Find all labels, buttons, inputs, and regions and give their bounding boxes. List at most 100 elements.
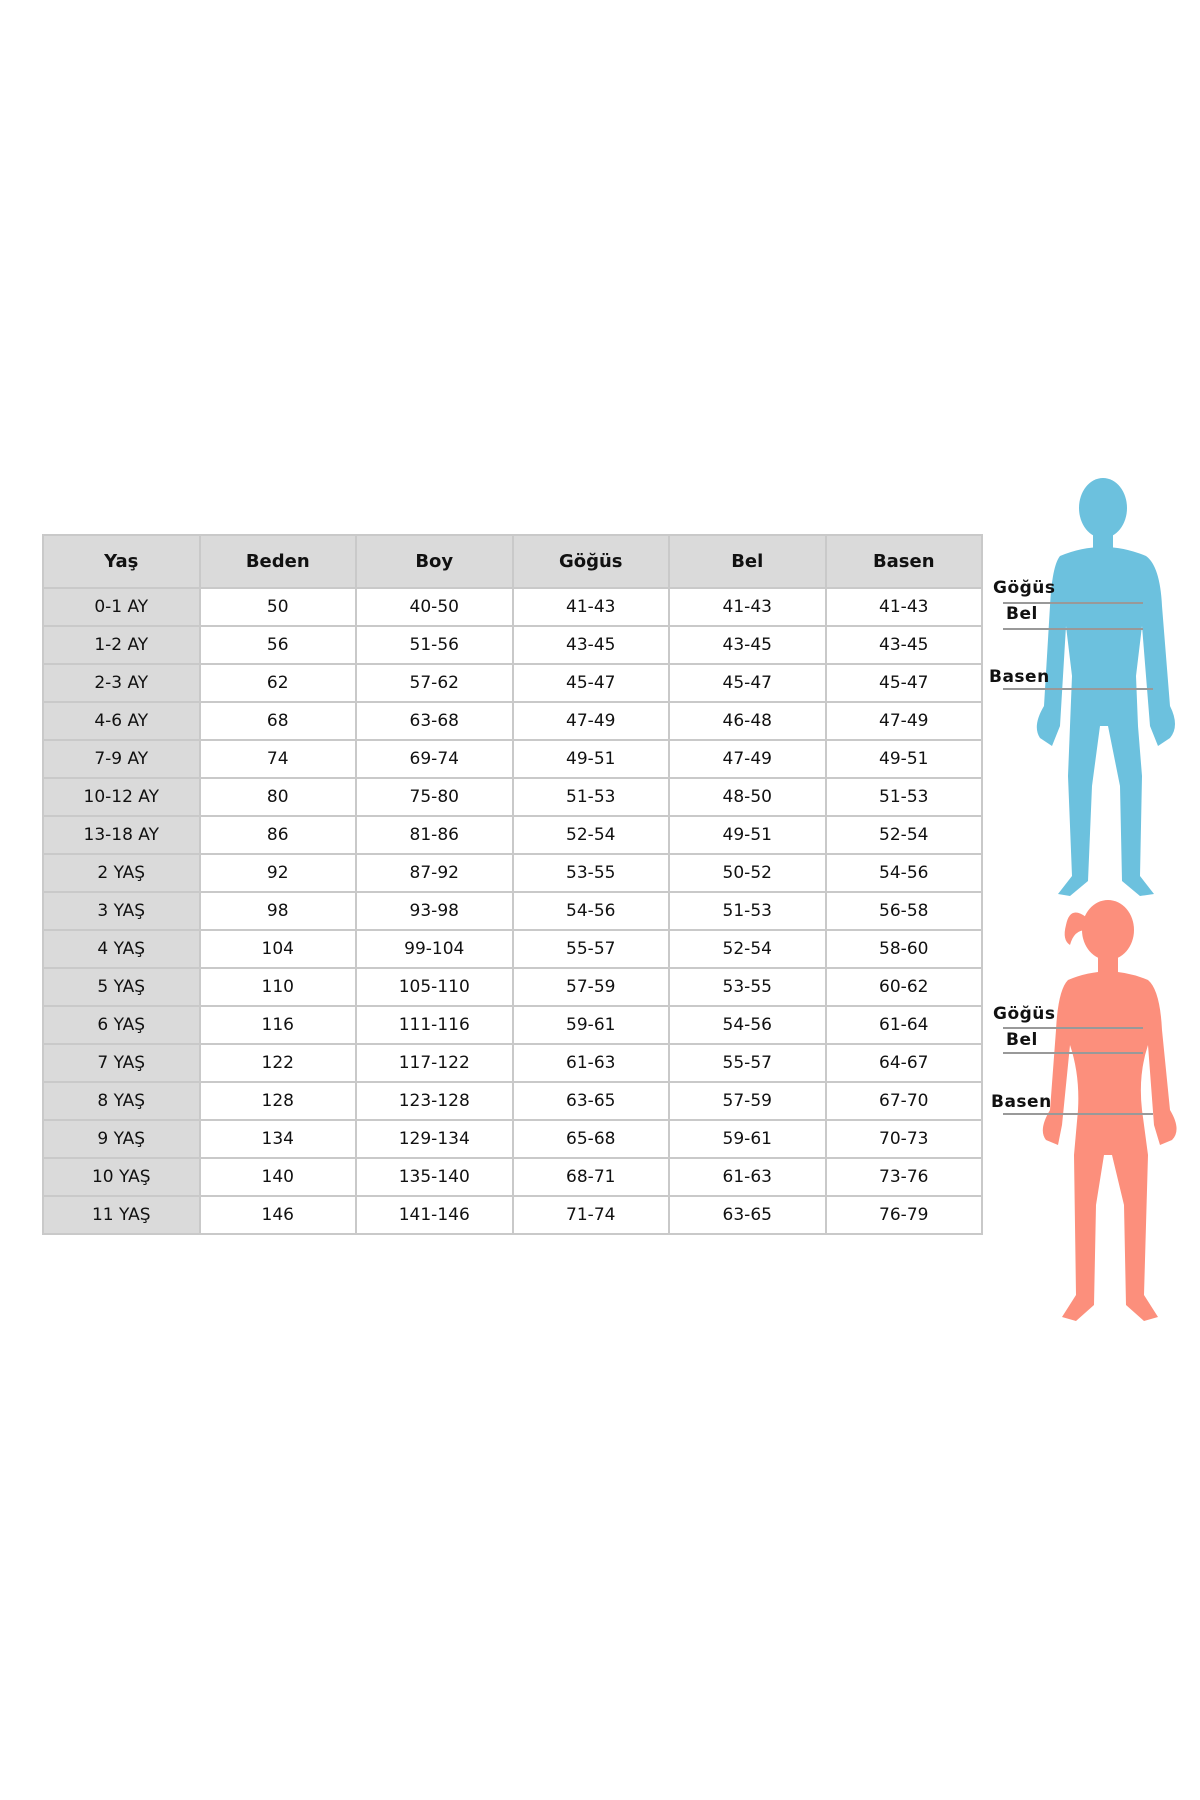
table-cell: 67-70 <box>824 1081 983 1121</box>
table-cell: 73-76 <box>824 1157 983 1197</box>
table-cell: 60-62 <box>824 967 983 1007</box>
table-cell: 47-49 <box>824 701 983 741</box>
boy-hip-line <box>1003 688 1153 690</box>
boy-hip-label: Basen <box>989 667 1050 687</box>
table-cell: 51-53 <box>668 891 827 931</box>
age-cell: 5 YAŞ <box>42 967 201 1007</box>
table-cell: 43-45 <box>511 625 670 665</box>
table-cell: 65-68 <box>511 1119 670 1159</box>
girl-silhouette <box>1042 900 1177 1321</box>
table-cell: 55-57 <box>668 1043 827 1083</box>
table-cell: 47-49 <box>511 701 670 741</box>
age-cell: 11 YAŞ <box>42 1195 201 1235</box>
table-row: 4 YAŞ 104 99-104 55-57 52-54 58-60 <box>42 929 983 969</box>
table-cell: 104 <box>198 929 357 969</box>
age-cell: 4 YAŞ <box>42 929 201 969</box>
table-cell: 128 <box>198 1081 357 1121</box>
age-cell: 7-9 AY <box>42 739 201 779</box>
table-cell: 117-122 <box>355 1043 514 1083</box>
table-cell: 63-68 <box>355 701 514 741</box>
table-row: 1-2 AY 56 51-56 43-45 43-45 43-45 <box>42 625 983 665</box>
table-cell: 52-54 <box>668 929 827 969</box>
table-cell: 61-64 <box>824 1005 983 1045</box>
boy-waist-label: Bel <box>1006 604 1038 624</box>
table-cell: 56-58 <box>824 891 983 931</box>
table-row: 11 YAŞ 146 141-146 71-74 63-65 76-79 <box>42 1195 983 1235</box>
boy-chest-label: Göğüs <box>993 578 1056 598</box>
table-cell: 98 <box>198 891 357 931</box>
table-cell: 52-54 <box>824 815 983 855</box>
age-cell: 2-3 AY <box>42 663 201 703</box>
table-row: 9 YAŞ 134 129-134 65-68 59-61 70-73 <box>42 1119 983 1159</box>
table-cell: 74 <box>198 739 357 779</box>
table-cell: 116 <box>198 1005 357 1045</box>
table-cell: 62 <box>198 663 357 703</box>
column-header: Beden <box>198 534 357 589</box>
table-cell: 54-56 <box>668 1005 827 1045</box>
table-cell: 55-57 <box>511 929 670 969</box>
boy-waist-line <box>1003 628 1143 630</box>
age-cell: 1-2 AY <box>42 625 201 665</box>
table-cell: 51-56 <box>355 625 514 665</box>
table-row: 2-3 AY 62 57-62 45-47 45-47 45-47 <box>42 663 983 703</box>
header-row: Yaş Beden Boy Göğüs Bel Basen <box>42 534 983 589</box>
column-header: Bel <box>668 534 827 589</box>
table-cell: 146 <box>198 1195 357 1235</box>
table-cell: 57-59 <box>511 967 670 1007</box>
table-cell: 49-51 <box>824 739 983 779</box>
boy-silhouette <box>1036 478 1175 896</box>
girl-chest-label: Göğüs <box>993 1004 1056 1024</box>
table-row: 10-12 AY 80 75-80 51-53 48-50 51-53 <box>42 777 983 817</box>
table-cell: 135-140 <box>355 1157 514 1197</box>
table-cell: 68 <box>198 701 357 741</box>
table-cell: 99-104 <box>355 929 514 969</box>
table-cell: 64-67 <box>824 1043 983 1083</box>
table-cell: 51-53 <box>511 777 670 817</box>
age-cell: 4-6 AY <box>42 701 201 741</box>
table-cell: 47-49 <box>668 739 827 779</box>
table-cell: 86 <box>198 815 357 855</box>
girl-waist-label: Bel <box>1006 1030 1038 1050</box>
table-cell: 58-60 <box>824 929 983 969</box>
table-cell: 54-56 <box>511 891 670 931</box>
age-cell: 0-1 AY <box>42 587 201 627</box>
table-cell: 45-47 <box>824 663 983 703</box>
table-row: 6 YAŞ 116 111-116 59-61 54-56 61-64 <box>42 1005 983 1045</box>
table-cell: 59-61 <box>668 1119 827 1159</box>
table-cell: 140 <box>198 1157 357 1197</box>
table-cell: 63-65 <box>511 1081 670 1121</box>
age-cell: 8 YAŞ <box>42 1081 201 1121</box>
table-row: 7-9 AY 74 69-74 49-51 47-49 49-51 <box>42 739 983 779</box>
table-cell: 76-79 <box>824 1195 983 1235</box>
table-cell: 110 <box>198 967 357 1007</box>
table-row: 13-18 AY 86 81-86 52-54 49-51 52-54 <box>42 815 983 855</box>
table-row: 2 YAŞ 92 87-92 53-55 50-52 54-56 <box>42 853 983 893</box>
table-cell: 46-48 <box>668 701 827 741</box>
table-cell: 129-134 <box>355 1119 514 1159</box>
age-cell: 7 YAŞ <box>42 1043 201 1083</box>
age-cell: 9 YAŞ <box>42 1119 201 1159</box>
age-cell: 13-18 AY <box>42 815 201 855</box>
table-cell: 54-56 <box>824 853 983 893</box>
table-cell: 41-43 <box>511 587 670 627</box>
table-cell: 41-43 <box>824 587 983 627</box>
table-cell: 61-63 <box>511 1043 670 1083</box>
girl-waist-line <box>1003 1052 1143 1054</box>
column-header: Boy <box>355 534 514 589</box>
table-cell: 93-98 <box>355 891 514 931</box>
table-cell: 49-51 <box>511 739 670 779</box>
table-cell: 52-54 <box>511 815 670 855</box>
table-cell: 63-65 <box>668 1195 827 1235</box>
table-cell: 40-50 <box>355 587 514 627</box>
table-cell: 51-53 <box>824 777 983 817</box>
table-cell: 53-55 <box>511 853 670 893</box>
table-row: 10 YAŞ 140 135-140 68-71 61-63 73-76 <box>42 1157 983 1197</box>
table-cell: 50 <box>198 587 357 627</box>
table-cell: 57-62 <box>355 663 514 703</box>
table-cell: 45-47 <box>511 663 670 703</box>
table-cell: 87-92 <box>355 853 514 893</box>
age-cell: 3 YAŞ <box>42 891 201 931</box>
table-cell: 141-146 <box>355 1195 514 1235</box>
table-row: 0-1 AY 50 40-50 41-43 41-43 41-43 <box>42 587 983 627</box>
table-row: 5 YAŞ 110 105-110 57-59 53-55 60-62 <box>42 967 983 1007</box>
